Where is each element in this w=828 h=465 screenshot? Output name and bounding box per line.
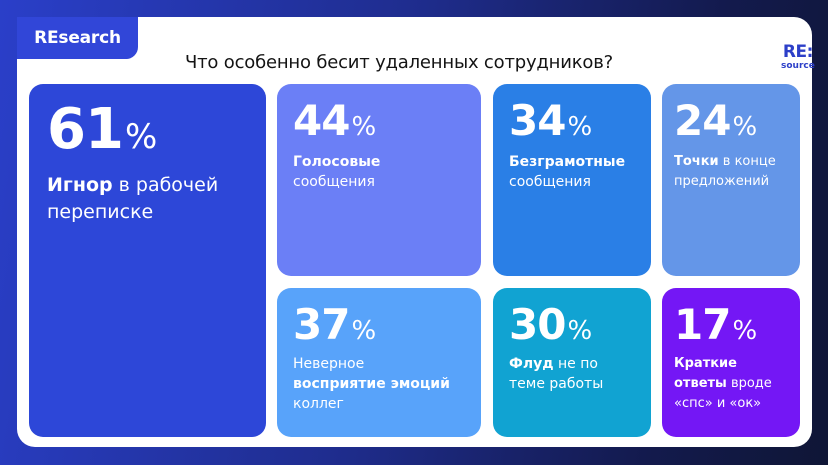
logo-main: RE: (782, 42, 814, 62)
stat-description: Безграмотные сообщения (509, 154, 626, 190)
stat-description: Неверное восприятие эмоций коллег (293, 356, 450, 412)
stat-card-voice: 44% Голосовые сообщения (277, 84, 481, 276)
stat-description: Точки в конце предложений (674, 154, 776, 189)
research-tag: REsearch (17, 17, 138, 59)
stat-card-short-answers: 17% Краткие ответы вроде «спс» и «ок» (662, 288, 800, 437)
stat-description: Флуд не по теме работы (509, 356, 604, 392)
stat-description: Голосовые сообщения (293, 154, 381, 190)
stat-card-dots: 24% Точки в конце предложений (662, 84, 800, 276)
stat-card-ignore: 61% Игнор в рабочей переписке (29, 84, 266, 437)
stat-value: 44% (293, 96, 376, 145)
stat-value: 37% (293, 300, 376, 349)
logo-sub: source (781, 61, 815, 71)
stat-description: Игнор в рабочей переписке (47, 174, 219, 223)
stat-value: 30% (509, 300, 592, 349)
stat-card-illiterate: 34% Безграмотные сообщения (493, 84, 651, 276)
stat-description: Краткие ответы вроде «спс» и «ок» (674, 356, 772, 411)
stat-value: 24% (674, 96, 757, 145)
stat-value: 34% (509, 96, 592, 145)
page-title: Что особенно бесит удаленных сотрудников… (185, 52, 613, 73)
stat-card-flood: 30% Флуд не по теме работы (493, 288, 651, 437)
stat-card-emotions: 37% Неверное восприятие эмоций коллег (277, 288, 481, 437)
stat-value: 61% (47, 97, 157, 162)
resource-logo: RE: source (781, 42, 815, 72)
stat-value: 17% (674, 300, 757, 349)
